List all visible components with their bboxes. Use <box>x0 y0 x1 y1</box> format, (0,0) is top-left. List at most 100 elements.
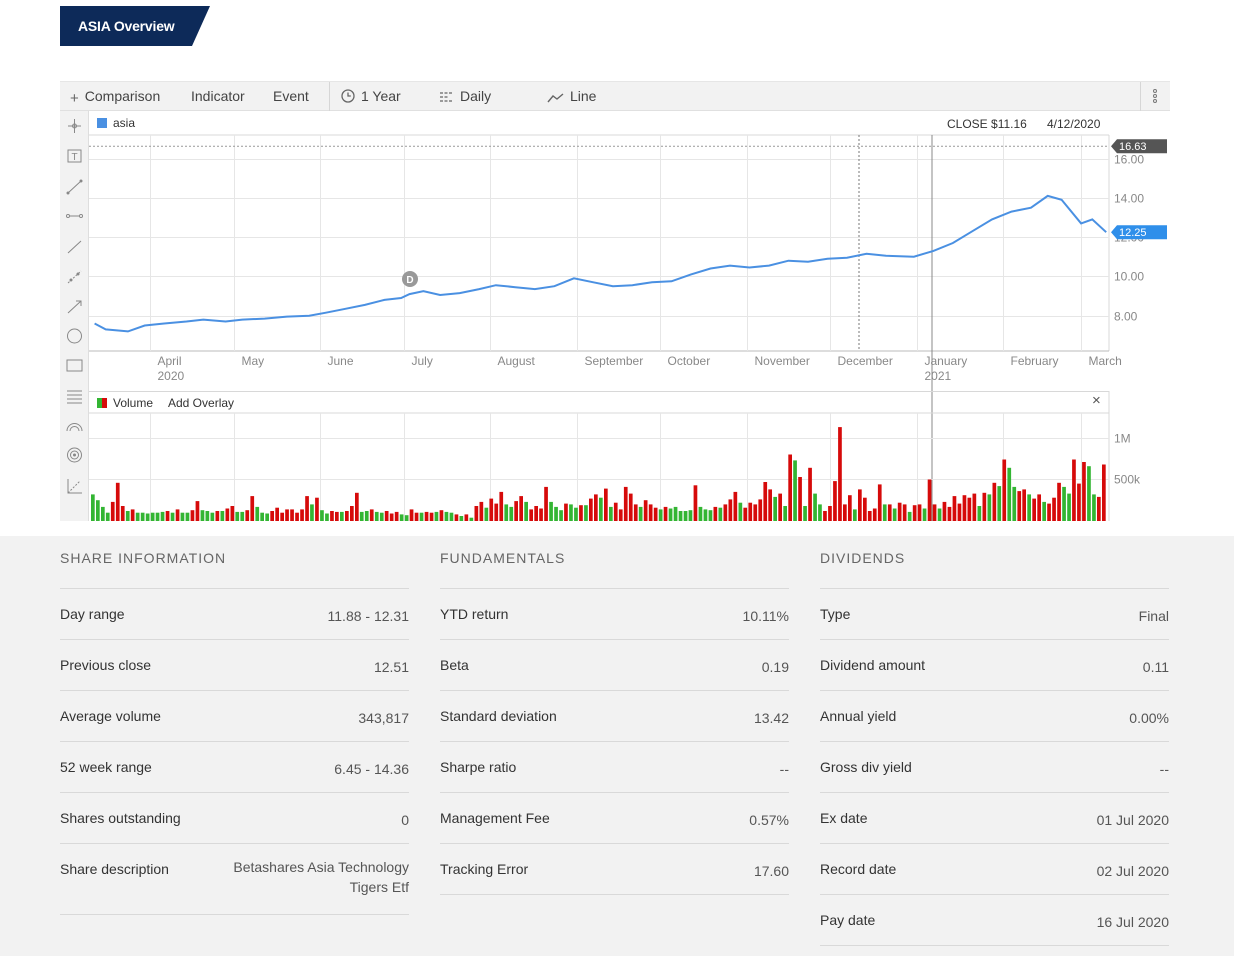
horizontal-line-tool-icon[interactable] <box>66 214 83 218</box>
ray-tool-icon[interactable] <box>67 240 82 254</box>
max-price-tag: 16.63 <box>1111 139 1167 154</box>
volume-bar <box>1007 467 1012 521</box>
volume-bar <box>499 491 504 521</box>
more-options-button[interactable] <box>1152 87 1158 108</box>
dividend-event-marker[interactable]: D <box>402 271 418 287</box>
share-information-heading: SHARE INFORMATION <box>60 550 227 566</box>
volume-bar <box>180 512 185 521</box>
stat-label: Gross div yield <box>820 759 912 775</box>
volume-bar <box>743 507 748 521</box>
volume-y-axis: 500k 1M <box>1114 432 1141 487</box>
channel-tool-icon[interactable] <box>67 270 82 284</box>
volume-bar <box>220 511 225 521</box>
stat-row: Shares outstanding 0 <box>60 792 409 843</box>
chart-type-dropdown[interactable]: Line <box>547 88 596 104</box>
volume-bar <box>673 506 678 521</box>
volume-bar <box>703 509 708 521</box>
volume-bar <box>763 482 768 521</box>
x-tick-label: January <box>925 354 968 368</box>
arc-tool-icon[interactable] <box>66 423 83 432</box>
volume-bar <box>130 509 135 521</box>
crosshair-tool-icon[interactable] <box>68 119 81 133</box>
indicator-button[interactable]: Indicator <box>191 88 245 104</box>
volume-bar <box>604 488 608 521</box>
stat-value: Betashares Asia Technology Tigers Etf <box>233 859 409 895</box>
toolbar-divider <box>329 82 330 111</box>
volume-bar <box>290 509 294 521</box>
volume-bar <box>599 497 603 521</box>
volume-bar <box>962 495 967 521</box>
volume-bar <box>489 498 494 521</box>
volume-bar <box>364 511 369 521</box>
text-tool-icon[interactable]: T <box>67 149 82 163</box>
volume-bar <box>718 507 723 521</box>
target-tool-icon[interactable] <box>67 447 82 463</box>
add-overlay-button[interactable]: Add Overlay <box>168 396 235 410</box>
circle-tool-icon[interactable] <box>67 328 82 344</box>
event-button[interactable]: Event <box>273 88 309 104</box>
volume-bar <box>250 496 255 521</box>
volume-bar <box>464 514 469 521</box>
stat-label: Sharpe ratio <box>440 759 517 775</box>
max-price-tag-label: 16.63 <box>1119 141 1147 153</box>
clock-icon <box>341 89 355 103</box>
volume-bar <box>584 505 588 521</box>
stat-label: Record date <box>820 861 897 877</box>
volume-bar <box>469 517 474 521</box>
volume-bar <box>643 500 648 521</box>
volume-bar <box>638 506 643 521</box>
volume-bar <box>723 504 728 521</box>
volume-bar <box>858 489 862 521</box>
fibonacci-tool-icon[interactable] <box>67 390 82 404</box>
volume-bar <box>788 454 792 521</box>
volume-bar <box>882 504 887 521</box>
volume-bar <box>1087 466 1091 521</box>
volume-bar <box>379 512 384 521</box>
trend-line-tool-icon[interactable] <box>66 179 83 195</box>
volume-bar <box>942 501 947 521</box>
stat-label: Tracking Error <box>440 861 529 877</box>
stat-row: Average volume 343,817 <box>60 690 409 741</box>
stat-label: Average volume <box>60 708 161 724</box>
volume-bar <box>1082 462 1086 521</box>
measure-tool-icon[interactable] <box>67 479 82 494</box>
stat-row: Tracking Error 17.60 <box>440 843 789 894</box>
volume-bar <box>524 501 528 521</box>
stat-value: 0.57% <box>749 812 789 828</box>
volume-bar <box>733 491 738 521</box>
volume-bar <box>140 512 145 521</box>
volume-bar <box>828 506 832 521</box>
close-volume-panel-icon[interactable]: × <box>1092 392 1101 409</box>
volume-bar <box>823 511 827 521</box>
volume-bar <box>653 507 658 521</box>
last-price-tag-bg <box>1111 225 1167 240</box>
volume-bar <box>389 513 394 521</box>
x-tick-label: September <box>585 354 644 368</box>
price-legend[interactable]: asia <box>97 116 135 130</box>
arrow-tool-icon[interactable] <box>67 300 82 314</box>
rectangle-tool-icon[interactable] <box>66 359 83 372</box>
volume-bar <box>892 508 897 521</box>
volume-bar <box>255 506 260 521</box>
stat-row: Annual yield 0.00% <box>820 690 1169 741</box>
stat-row: Beta 0.19 <box>440 639 789 690</box>
volume-bar <box>559 510 563 521</box>
asia-price-line <box>94 194 1107 333</box>
volume-bar <box>813 493 817 521</box>
interval-dropdown[interactable]: Daily <box>439 88 491 104</box>
volume-bar <box>101 506 105 521</box>
volume-bar <box>833 481 837 521</box>
volume-bar <box>922 508 927 521</box>
volume-bar <box>952 496 957 521</box>
volume-bar <box>215 511 220 521</box>
comparison-button[interactable]: + Comparison <box>70 88 160 107</box>
x-tick-label: May <box>242 354 265 368</box>
volume-bar <box>529 509 533 521</box>
period-label: 1 Year <box>361 88 401 104</box>
volume-bar <box>554 506 558 521</box>
volume-bar <box>474 506 479 521</box>
period-dropdown[interactable]: 1 Year <box>341 88 401 104</box>
last-price-tag: 12.25 <box>1111 225 1167 240</box>
volume-bar <box>992 482 997 521</box>
volume-legend[interactable]: Volume <box>97 396 153 410</box>
